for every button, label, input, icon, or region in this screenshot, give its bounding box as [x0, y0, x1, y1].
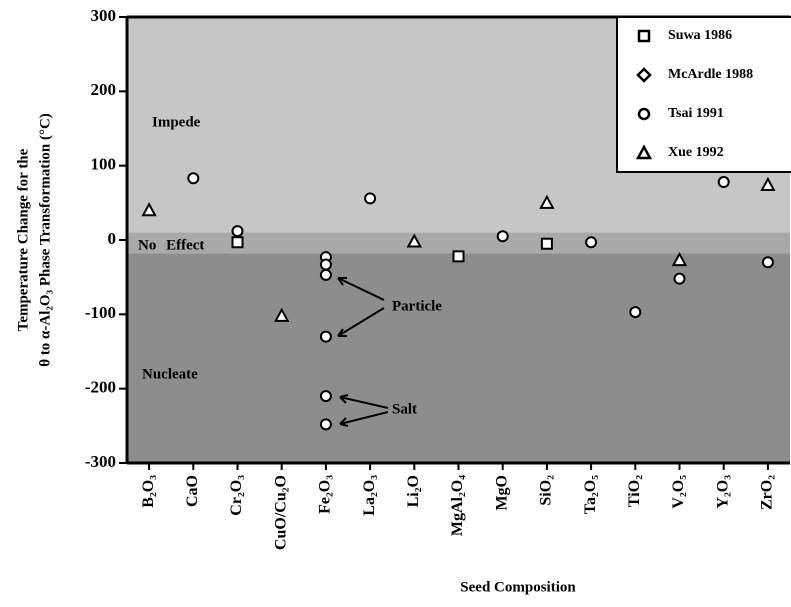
x-tick-label: Ta₂O₅ — [582, 475, 599, 514]
y-tick-label: 0 — [108, 229, 117, 248]
x-tick-label: Fe₂O₃ — [317, 475, 334, 514]
marker — [760, 176, 776, 191]
marker — [635, 144, 653, 160]
marker — [231, 225, 244, 238]
x-tick-label: Y₂O₃ — [714, 475, 731, 509]
marker — [636, 67, 652, 83]
marker — [406, 233, 422, 248]
x-tick-label: CaO — [184, 475, 201, 507]
x-tick-label: B₂O₃ — [140, 475, 157, 508]
marker — [637, 107, 651, 121]
marker — [540, 237, 553, 250]
legend-label: Suwa 1986 — [668, 28, 732, 43]
annotation: Salt — [392, 401, 417, 417]
x-tick-label: Li₂O — [405, 475, 422, 507]
y-tick-label: -300 — [85, 452, 116, 471]
y-tick-label: 200 — [91, 80, 117, 99]
marker — [319, 418, 332, 431]
marker — [319, 330, 332, 343]
region-label: No Effect — [138, 237, 204, 253]
x-tick-label: TiO₂ — [626, 475, 643, 507]
x-tick-label: MgAl₂O₄ — [449, 475, 466, 536]
marker — [319, 258, 332, 271]
marker — [761, 256, 774, 269]
region-label: Impede — [152, 114, 201, 130]
legend-label: Xue 1992 — [668, 145, 724, 160]
marker — [187, 172, 200, 185]
region — [127, 232, 790, 254]
marker — [671, 251, 688, 267]
x-tick-label: CuO/Cu₂O — [272, 475, 289, 550]
annotation: Particle — [392, 298, 442, 314]
annotation-arrows — [337, 277, 389, 427]
marker — [496, 230, 509, 243]
marker — [585, 236, 598, 249]
marker — [274, 307, 290, 322]
marker — [717, 176, 730, 189]
y-axis-label: θ to α-Al₂O₃ Phase Transformation (°C) — [37, 113, 53, 367]
marker — [364, 192, 377, 205]
marker — [452, 250, 465, 263]
marker — [231, 236, 244, 249]
x-tick-label: V₂O₅ — [670, 475, 687, 509]
x-tick-label: Cr₂O₃ — [228, 475, 245, 516]
legend-label: Tsai 1991 — [668, 106, 724, 121]
marker — [539, 194, 555, 209]
x-tick-label: La₂O₃ — [361, 475, 378, 516]
x-tick-label: SiO₂ — [538, 475, 555, 506]
marker — [637, 29, 651, 43]
marker — [629, 306, 642, 319]
x-tick-label: MgO — [493, 475, 510, 511]
y-axis-label: Temperature Change for the — [15, 148, 31, 331]
y-tick-label: -100 — [85, 303, 116, 322]
marker — [319, 268, 332, 281]
y-tick-label: -200 — [85, 378, 116, 397]
y-tick-label: 300 — [91, 6, 117, 25]
marker — [673, 272, 686, 285]
y-tick-label: 100 — [91, 155, 117, 174]
legend-label: McArdle 1988 — [668, 67, 753, 82]
region — [127, 253, 790, 463]
x-axis-label: Seed Composition — [460, 579, 576, 595]
x-tick-label: ZrO₂ — [759, 475, 776, 510]
marker — [319, 390, 332, 403]
legend — [616, 16, 791, 173]
region-label: Nucleate — [142, 366, 198, 382]
marker — [141, 202, 157, 217]
